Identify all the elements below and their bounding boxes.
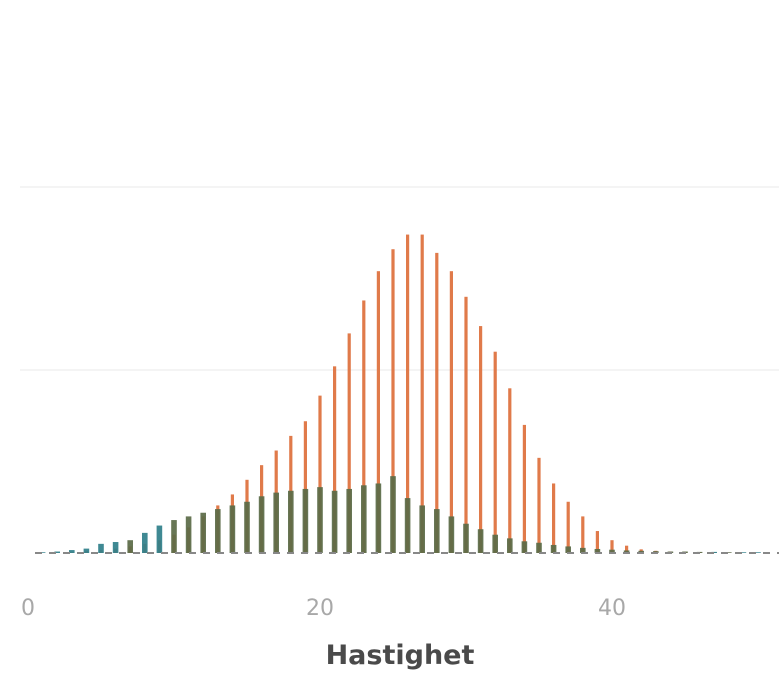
teal-bar-27 <box>419 505 425 553</box>
teal-bar-9 <box>156 525 163 553</box>
orange-bar-38 <box>581 516 585 553</box>
x-tick-label-0: 0 <box>21 596 35 621</box>
teal-bar-17 <box>273 492 279 553</box>
orange-bar-21 <box>333 366 337 553</box>
orange-bar-36 <box>552 483 556 553</box>
orange-bar-20 <box>318 395 322 553</box>
teal-bar-35 <box>536 542 542 553</box>
teal-bar-6 <box>112 542 119 553</box>
teal-bar-50 <box>755 552 761 553</box>
orange-bar-34 <box>522 424 526 553</box>
teal-bar-31 <box>477 529 484 553</box>
teal-bar-13 <box>215 509 221 553</box>
teal-bar-37 <box>565 546 571 553</box>
teal-bar-25 <box>390 476 396 553</box>
x-axis-title: Hastighet <box>326 640 475 671</box>
x-tick-label-40: 40 <box>598 596 626 621</box>
teal-bar-32 <box>492 534 498 553</box>
teal-bar-23 <box>361 485 367 553</box>
orange-bar-37 <box>566 501 570 553</box>
teal-bar-2 <box>54 551 60 553</box>
orange-bar-32 <box>493 351 497 553</box>
orange-bar-41 <box>625 545 629 553</box>
teal-bar-26 <box>404 498 411 553</box>
teal-bar-28 <box>434 509 440 553</box>
teal-bar-33 <box>507 538 513 553</box>
teal-bar-29 <box>448 516 455 553</box>
orange-bar-26 <box>406 234 410 553</box>
orange-bar-30 <box>464 296 468 553</box>
teal-bar-14 <box>229 505 236 553</box>
teal-bar-16 <box>258 496 265 553</box>
teal-bar-7 <box>127 540 133 553</box>
orange-bar-24 <box>376 271 380 553</box>
orange-bar-40 <box>610 540 614 553</box>
teal-bar-18 <box>288 490 294 553</box>
teal-bar-5 <box>98 543 104 553</box>
orange-bar-29 <box>449 271 453 553</box>
teal-bar-4 <box>83 548 90 553</box>
teal-bar-20 <box>317 487 323 553</box>
orange-bar-27 <box>420 234 424 553</box>
teal-bar-21 <box>331 490 338 553</box>
teal-bar-30 <box>463 523 469 553</box>
teal-bar-11 <box>185 516 192 553</box>
teal-bar-40 <box>609 549 615 553</box>
teal-bar-49 <box>740 552 747 553</box>
teal-bar-39 <box>594 548 601 553</box>
orange-bar-23 <box>362 300 366 553</box>
teal-bar-8 <box>142 532 148 553</box>
gridlines <box>20 186 779 371</box>
teal-bar-10 <box>171 520 177 553</box>
teal-bar-15 <box>244 501 250 553</box>
orange-bar-33 <box>508 388 512 553</box>
teal-bar-34 <box>521 541 528 553</box>
orange-bar-35 <box>537 457 541 553</box>
teal-bar-1 <box>39 552 46 553</box>
teal-bar-12 <box>200 512 206 553</box>
orange-bar-25 <box>391 249 395 553</box>
teal-bar-47 <box>711 551 717 553</box>
teal-bar-19 <box>302 488 309 553</box>
teal-bar-3 <box>69 550 75 553</box>
teal-bar-48 <box>726 552 732 553</box>
orange-bar-31 <box>479 326 483 553</box>
teal-bar-22 <box>346 488 352 553</box>
x-tick-label-20: 20 <box>306 596 334 621</box>
bars <box>39 234 761 553</box>
orange-bar-22 <box>347 333 351 553</box>
teal-bar-36 <box>550 544 557 553</box>
orange-bar-39 <box>595 531 599 553</box>
orange-bar-19 <box>303 421 307 553</box>
orange-bar-28 <box>435 252 439 553</box>
teal-bar-38 <box>580 547 586 553</box>
x-tick-labels: 0 20 40 <box>21 596 626 621</box>
teal-bar-41 <box>623 550 630 553</box>
teal-bar-24 <box>375 483 382 553</box>
teal-bar-42 <box>638 550 644 553</box>
